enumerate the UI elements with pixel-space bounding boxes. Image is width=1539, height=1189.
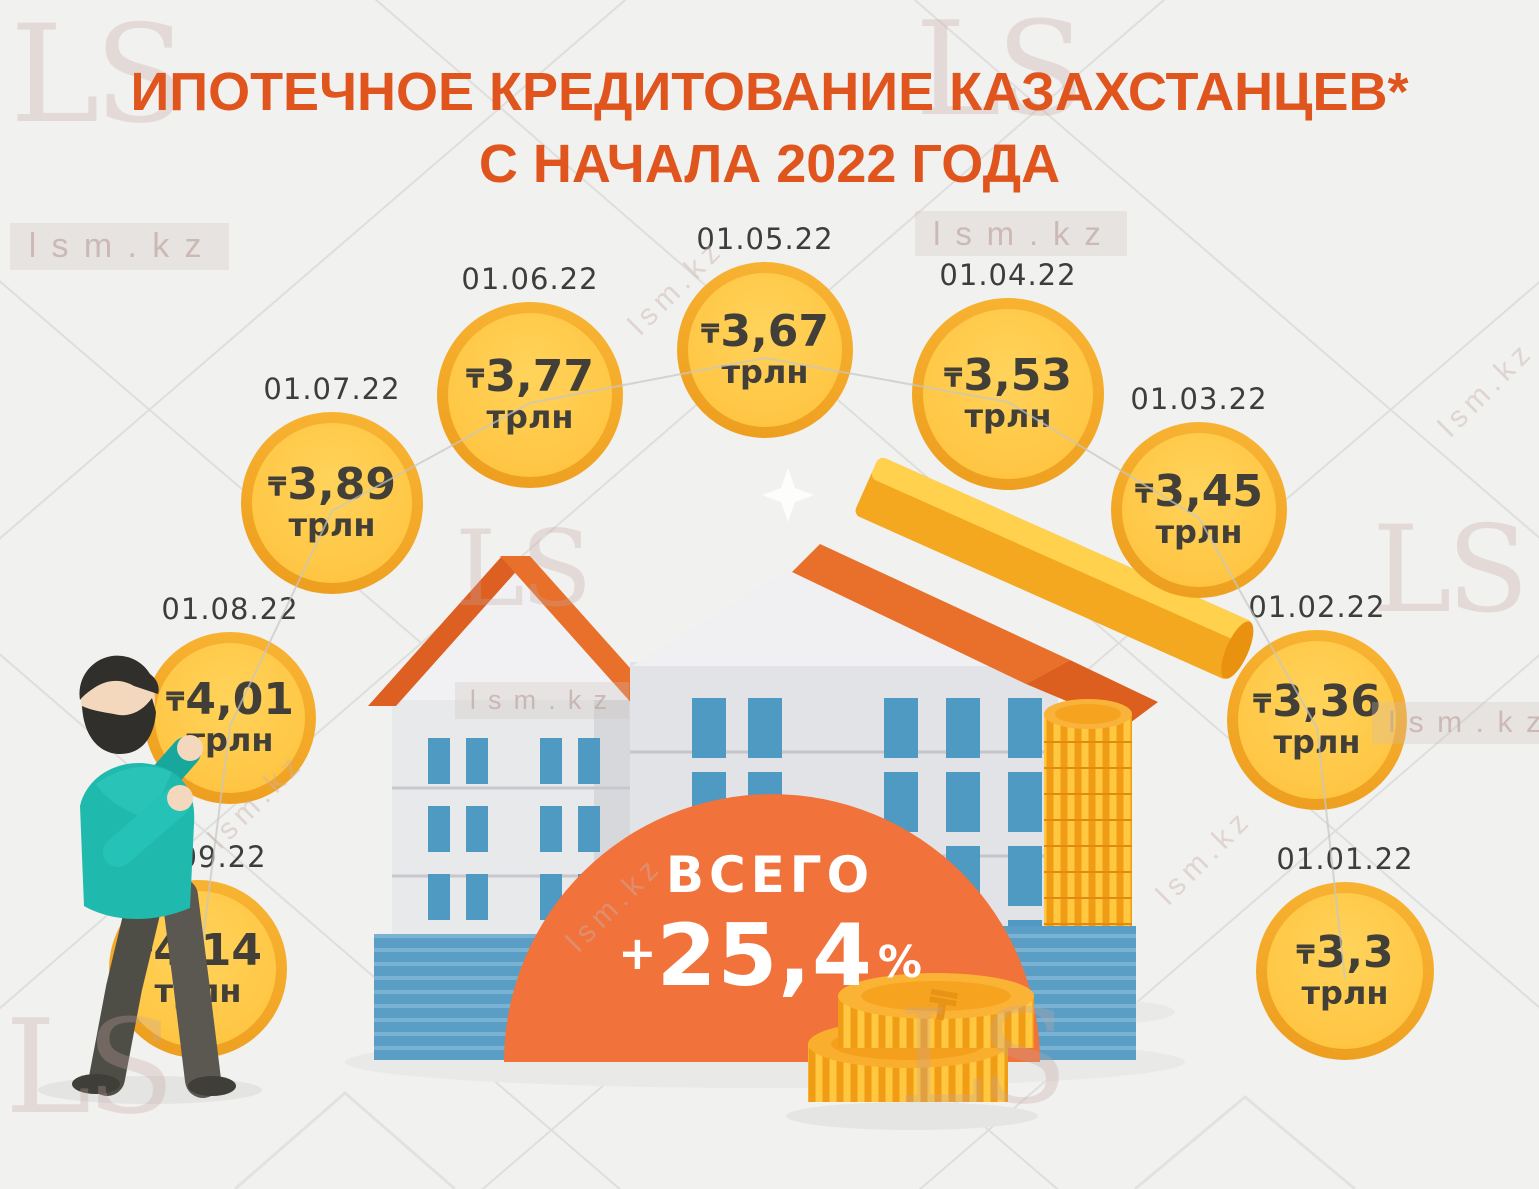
date-label: 01.05.22 <box>696 222 834 256</box>
coin-unit: трлн <box>486 397 574 436</box>
coin-icon: ₸3,36 трлн <box>1227 630 1407 810</box>
amount: 3,3 <box>1315 926 1394 978</box>
date-label: 01.08.22 <box>161 592 299 626</box>
coin-icon: ₸3,53 трлн <box>912 298 1104 490</box>
amount: 3,45 <box>1154 465 1263 517</box>
coin-unit: трлн <box>1273 722 1361 761</box>
coin-icon: ₸3,77 трлн <box>437 302 623 488</box>
currency-symbol: ₸ <box>268 472 287 504</box>
date-label: 01.07.22 <box>263 372 401 406</box>
currency-symbol: ₸ <box>1253 689 1272 721</box>
coin-value: ₸3,3 <box>1296 930 1393 975</box>
hair <box>79 655 159 700</box>
title-line-2: С НАЧАЛА 2022 ГОДА <box>478 134 1061 194</box>
hand <box>177 735 203 761</box>
amount: 3,36 <box>1272 675 1381 727</box>
data-point-01-01-22: 01.01.22 ₸3,3 трлн <box>1256 842 1434 1060</box>
date-label: 01.06.22 <box>461 262 599 296</box>
coin-unit: трлн <box>721 352 809 391</box>
data-point-01-04-22: 01.04.22 ₸3,53 трлн <box>912 258 1104 490</box>
currency-symbol: ₸ <box>1135 479 1154 511</box>
infographic-title: ИПОТЕЧНОЕ КРЕДИТОВАНИЕ КАЗАХСТАНЦЕВ* С Н… <box>40 56 1499 200</box>
coin-face: ₸3,3 трлн <box>1267 893 1423 1049</box>
front-arm <box>103 787 191 867</box>
data-point-01-06-22: 01.06.22 ₸3,77 трлн <box>437 262 623 488</box>
shoe <box>72 1074 120 1094</box>
sparkle-icon <box>762 468 814 522</box>
coin-icon: ₸3,89 трлн <box>241 412 423 594</box>
data-point-01-02-22: 01.02.22 ₸3,36 трлн <box>1227 590 1407 810</box>
coin-icon: ₸3,3 трлн <box>1256 882 1434 1060</box>
amount: 3,67 <box>720 305 829 357</box>
coin-face: ₸3,67 трлн <box>688 273 842 427</box>
bottom-chevrons <box>234 1091 1356 1189</box>
coin-value: ₸3,67 <box>701 309 829 354</box>
currency-symbol: ₸ <box>466 364 485 396</box>
person-illustration <box>38 655 262 1104</box>
coin-stack <box>786 973 1038 1130</box>
hand <box>167 785 193 811</box>
currency-symbol: ₸ <box>1296 940 1315 972</box>
coin-unit: трлн <box>964 396 1052 435</box>
coin-icon: ₸3,67 трлн <box>677 262 853 438</box>
coin-unit: трлн <box>288 505 376 544</box>
coin-icon: ₸3,45 трлн <box>1111 422 1287 598</box>
amount: 3,53 <box>963 349 1072 401</box>
coin-face: ₸3,53 трлн <box>923 309 1093 479</box>
coin-value: ₸3,45 <box>1135 469 1263 514</box>
coin-face: ₸3,45 трлн <box>1122 433 1276 587</box>
currency-symbol: ₸ <box>166 687 185 719</box>
coin-value: ₸3,53 <box>944 353 1072 398</box>
coin-face: ₸3,77 трлн <box>448 313 612 477</box>
leg <box>89 878 164 1096</box>
currency-symbol: ₸ <box>701 319 720 351</box>
coin-face: ₸3,89 трлн <box>252 423 412 583</box>
data-point-01-07-22: 01.07.22 ₸3,89 трлн <box>241 372 423 594</box>
date-label: 01.02.22 <box>1248 590 1386 624</box>
title-line-1: ИПОТЕЧНОЕ КРЕДИТОВАНИЕ КАЗАХСТАНЦЕВ* <box>130 62 1409 122</box>
coin-face: ₸3,36 трлн <box>1238 641 1396 799</box>
data-point-01-03-22: 01.03.22 ₸3,45 трлн <box>1111 382 1287 598</box>
coin-value: ₸3,36 <box>1253 679 1381 724</box>
date-label: 01.04.22 <box>939 258 1077 292</box>
amount: 3,77 <box>485 350 594 402</box>
data-point-01-05-22: 01.05.22 ₸3,67 трлн <box>677 222 853 438</box>
shoe <box>188 1076 236 1096</box>
coin-unit: трлн <box>1155 512 1243 551</box>
coin-unit: трлн <box>1301 973 1389 1012</box>
coin-value: ₸3,89 <box>268 462 396 507</box>
beard <box>82 698 156 754</box>
date-label: 01.01.22 <box>1276 842 1414 876</box>
date-label: 01.03.22 <box>1130 382 1268 416</box>
leg <box>162 878 221 1098</box>
coin-value: ₸3,77 <box>466 354 594 399</box>
currency-symbol: ₸ <box>944 363 963 395</box>
amount: 3,89 <box>287 458 396 510</box>
